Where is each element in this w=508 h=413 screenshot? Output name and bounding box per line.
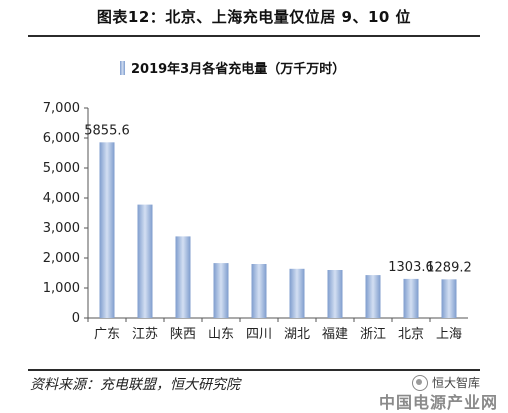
legend-label: 2019年3月各省充电量（万千万时）	[131, 62, 346, 77]
bar	[175, 236, 191, 318]
y-tick-label: 3,000	[43, 221, 80, 236]
y-tick-label: 4,000	[43, 191, 80, 206]
x-tick-label: 北京	[398, 327, 424, 342]
y-tick-label: 5,000	[43, 161, 80, 176]
watermark-logo-text: 恒大智库	[432, 376, 481, 390]
legend-swatch	[120, 60, 125, 75]
data-label: 1303.6	[388, 260, 434, 275]
watermark-site: 中国电源产业网	[378, 393, 498, 412]
y-tick-label: 0	[72, 311, 80, 326]
bar	[365, 275, 381, 318]
y-tick-label: 1,000	[43, 281, 80, 296]
x-tick-label: 浙江	[360, 327, 386, 342]
x-tick-label: 上海	[436, 327, 462, 342]
y-tick-label: 7,000	[43, 101, 80, 116]
x-tick-label: 山东	[208, 327, 234, 342]
x-tick-label: 陕西	[170, 327, 196, 342]
bar	[441, 279, 457, 318]
watermark-logo: 恒大智库	[412, 374, 480, 391]
y-tick-label: 2,000	[43, 251, 80, 266]
top-rule	[28, 35, 480, 37]
bar	[99, 142, 115, 318]
bottom-rule	[28, 369, 480, 371]
bar	[213, 263, 229, 318]
bar	[403, 278, 419, 318]
bar	[327, 270, 343, 318]
data-label: 5855.6	[84, 123, 130, 138]
x-tick-label: 四川	[246, 327, 272, 342]
bar	[289, 268, 305, 318]
data-label: 1289.2	[426, 260, 472, 275]
bar	[251, 264, 267, 318]
x-tick-label: 湖北	[284, 327, 310, 342]
bar	[137, 204, 153, 318]
x-tick-label: 广东	[94, 327, 120, 342]
source-note: 资料来源：充电联盟，恒大研究院	[30, 377, 240, 393]
y-tick-label: 6,000	[43, 131, 80, 146]
x-tick-label: 福建	[322, 327, 348, 342]
chart-title: 图表12：北京、上海充电量仅位居 9、10 位	[96, 8, 412, 26]
wechat-logo-icon	[412, 374, 428, 391]
x-tick-label: 江苏	[132, 326, 158, 342]
legend: 2019年3月各省充电量（万千万时）	[120, 58, 345, 77]
